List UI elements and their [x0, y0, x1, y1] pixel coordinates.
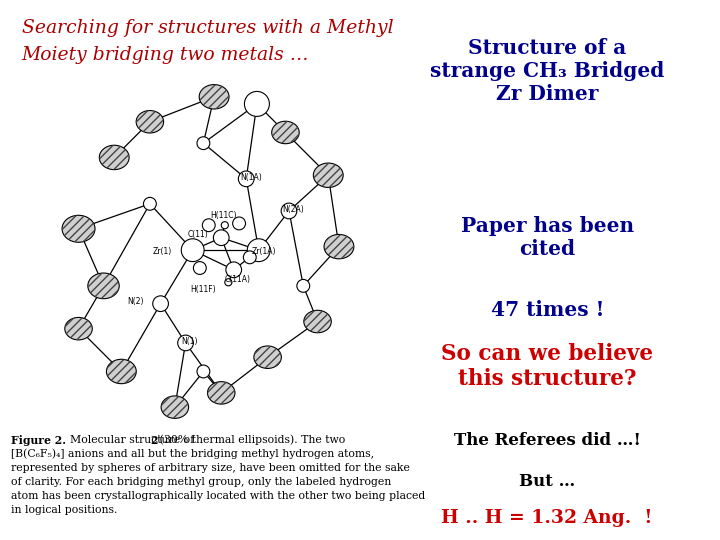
- Text: represented by spheres of arbitrary size, have been omitted for the sake: represented by spheres of arbitrary size…: [11, 463, 410, 473]
- Ellipse shape: [107, 359, 136, 384]
- Text: [B(C₆F₅)₄] anions and all but the bridging methyl hydrogen atoms,: [B(C₆F₅)₄] anions and all but the bridgi…: [11, 449, 374, 460]
- Text: of clarity. For each bridging methyl group, only the labeled hydrogen: of clarity. For each bridging methyl gro…: [11, 477, 391, 487]
- Circle shape: [153, 296, 168, 312]
- Circle shape: [178, 335, 194, 351]
- Circle shape: [197, 365, 210, 378]
- Text: (30% thermal ellipsoids). The two: (30% thermal ellipsoids). The two: [156, 435, 346, 446]
- Circle shape: [226, 262, 242, 278]
- Text: Paper has been
cited: Paper has been cited: [461, 216, 634, 259]
- Circle shape: [197, 137, 210, 150]
- Ellipse shape: [199, 85, 229, 109]
- Circle shape: [194, 261, 206, 274]
- Text: in logical positions.: in logical positions.: [11, 505, 117, 515]
- Text: Zr(1): Zr(1): [153, 247, 172, 256]
- Text: Structure of a
strange CH₃ Bridged
Zr Dimer: Structure of a strange CH₃ Bridged Zr Di…: [430, 38, 665, 104]
- Text: H .. H = 1.32 Ang.  !: H .. H = 1.32 Ang. !: [441, 509, 653, 526]
- Text: atom has been crystallographically located with the other two being placed: atom has been crystallographically locat…: [11, 491, 425, 501]
- Text: Molecular structure of: Molecular structure of: [63, 435, 197, 445]
- Ellipse shape: [99, 145, 129, 170]
- Text: The Referees did …!: The Referees did …!: [454, 432, 641, 449]
- Text: 2: 2: [150, 435, 158, 446]
- Text: N(1A): N(1A): [240, 173, 262, 181]
- Text: Figure 2.: Figure 2.: [11, 435, 66, 446]
- Ellipse shape: [304, 310, 331, 333]
- Circle shape: [225, 279, 232, 286]
- Circle shape: [297, 279, 310, 292]
- Text: H(11F): H(11F): [191, 285, 216, 294]
- Ellipse shape: [207, 382, 235, 404]
- Circle shape: [221, 221, 228, 229]
- Circle shape: [243, 251, 256, 264]
- Text: N(1): N(1): [181, 336, 198, 346]
- Circle shape: [282, 203, 297, 219]
- Ellipse shape: [271, 121, 300, 144]
- Circle shape: [181, 239, 204, 261]
- Ellipse shape: [313, 163, 343, 187]
- Text: 47 times !: 47 times !: [490, 300, 604, 320]
- Ellipse shape: [65, 318, 92, 340]
- Text: So can we believe
this structure?: So can we believe this structure?: [441, 343, 653, 390]
- Ellipse shape: [88, 273, 120, 299]
- Text: Zr(1A): Zr(1A): [252, 247, 276, 256]
- Circle shape: [143, 198, 156, 210]
- Text: Moiety bridging two metals …: Moiety bridging two metals …: [22, 46, 309, 64]
- Circle shape: [247, 239, 270, 261]
- Ellipse shape: [254, 346, 282, 368]
- Text: N(2A): N(2A): [282, 205, 304, 214]
- Ellipse shape: [324, 234, 354, 259]
- Text: C(11A): C(11A): [225, 275, 251, 284]
- Circle shape: [233, 217, 246, 230]
- Circle shape: [238, 171, 254, 187]
- Text: But …: But …: [519, 472, 575, 489]
- Circle shape: [213, 230, 229, 246]
- Circle shape: [202, 219, 215, 232]
- Ellipse shape: [161, 396, 189, 418]
- Text: H(11C): H(11C): [210, 211, 236, 220]
- Ellipse shape: [136, 111, 163, 133]
- Circle shape: [244, 91, 269, 117]
- Text: N(2): N(2): [127, 298, 144, 306]
- Ellipse shape: [62, 215, 95, 242]
- Text: C(11): C(11): [188, 230, 208, 239]
- Text: Searching for structures with a Methyl: Searching for structures with a Methyl: [22, 19, 393, 37]
